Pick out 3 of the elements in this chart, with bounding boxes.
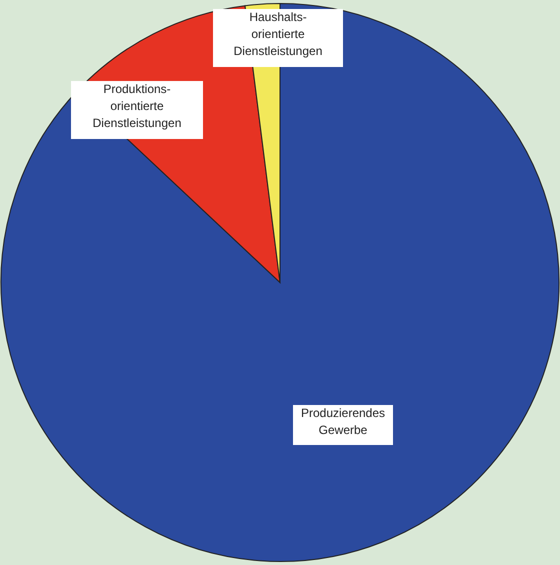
slice-label: Produktions- orientierte Dienstleistungen xyxy=(92,82,182,130)
slice-label: Produzierendes Gewerbe xyxy=(300,406,386,437)
slice-label: Haushalts- orientierte Dienstleistungen xyxy=(234,10,322,58)
